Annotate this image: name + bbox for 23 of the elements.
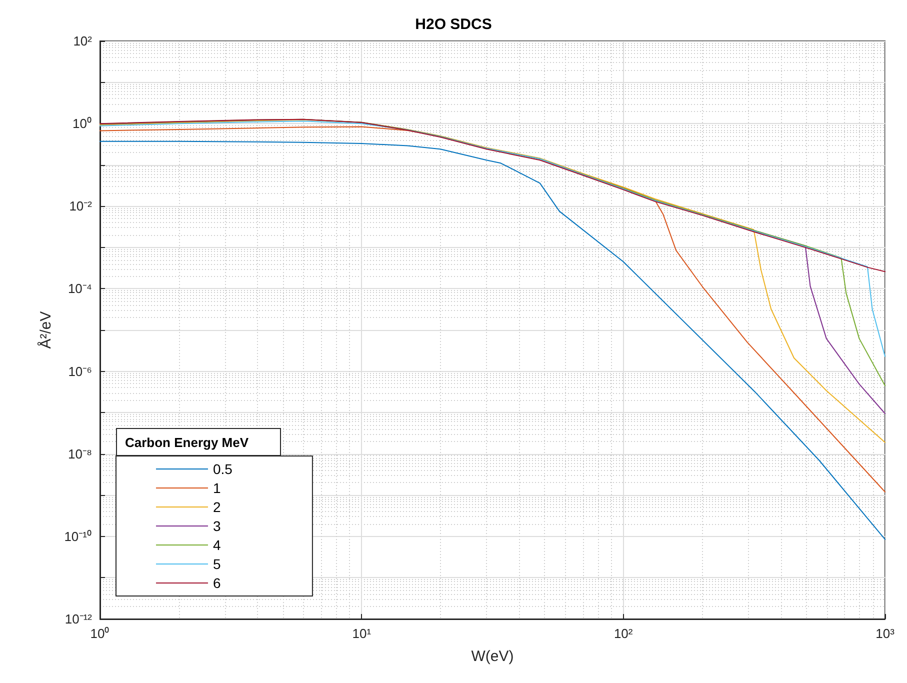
legend-label: 3 (213, 518, 221, 534)
legend-label: 0.5 (213, 461, 233, 477)
x-tick-label: 10² (614, 626, 634, 641)
y-tick-label: 10⁻⁸ (68, 446, 92, 462)
y-tick-label: 10⁰ (72, 116, 92, 132)
y-axis-title: Å²/eV (36, 311, 54, 349)
legend-label: 2 (213, 499, 221, 515)
chart-title: H2O SDCS (415, 16, 492, 33)
y-tick-label: 10⁻⁴ (68, 281, 92, 296)
legend-label: 4 (213, 537, 221, 553)
x-axis-title: W(eV) (471, 648, 514, 665)
y-tick-label: 10² (73, 34, 93, 48)
y-tick-label: 10⁻¹⁰ (64, 528, 92, 544)
legend-title: Carbon Energy MeV (125, 435, 249, 450)
y-tick-label: 10⁻¹² (64, 612, 93, 626)
y-tick-label: 10⁻⁶ (68, 364, 92, 379)
x-tick-label: 10⁰ (90, 626, 110, 641)
legend-label: 6 (213, 575, 221, 591)
x-tick-label: 10³ (876, 626, 896, 641)
legend-label: 5 (213, 556, 221, 572)
x-tick-label: 10¹ (352, 626, 372, 641)
y-tick-label: 10⁻² (69, 198, 93, 214)
legend-label: 1 (213, 480, 221, 496)
